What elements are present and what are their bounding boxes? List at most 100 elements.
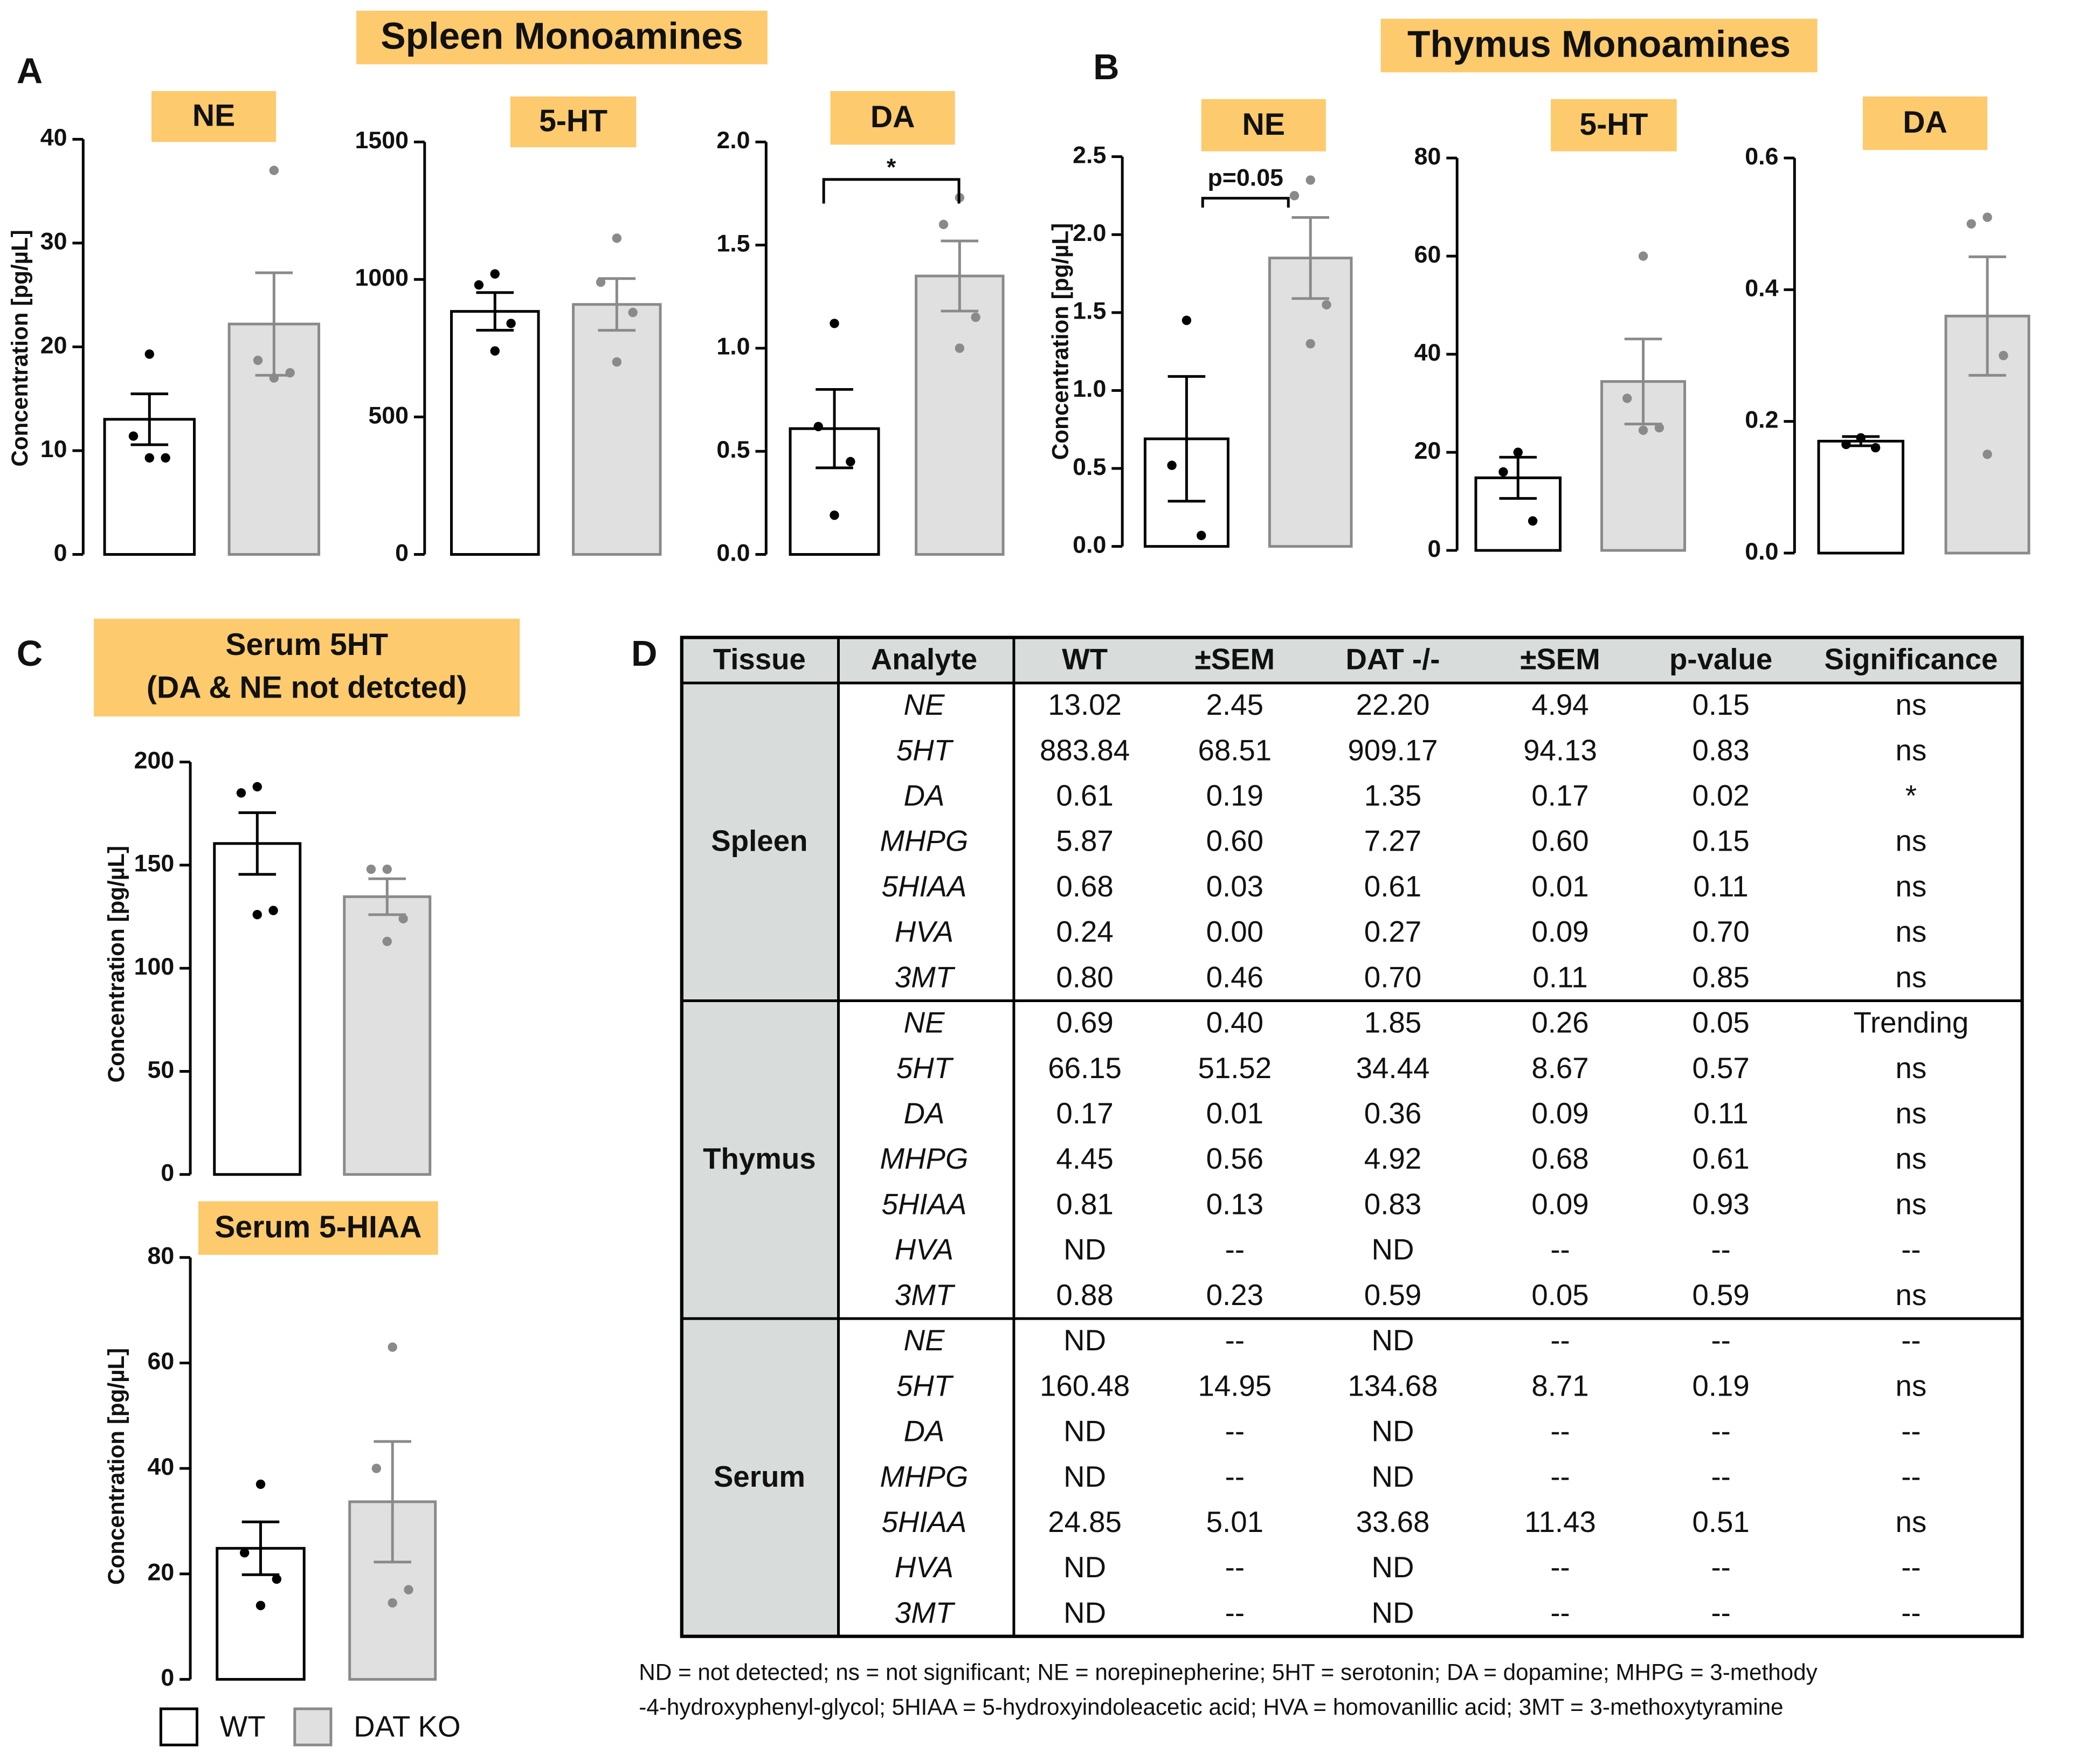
table-cell: 0.56 <box>1206 1142 1263 1175</box>
data-point <box>628 307 638 318</box>
table-cell: 0.09 <box>1531 1097 1588 1130</box>
table-cell: -- <box>1550 1233 1570 1266</box>
table-cell: 0.61 <box>1692 1142 1749 1175</box>
table-cell: ns <box>1896 1506 1927 1538</box>
table-cell: -- <box>1901 1415 1921 1448</box>
table-cell: ns <box>1896 1188 1927 1220</box>
data-point <box>1305 339 1315 349</box>
table-cell: ns <box>1896 1142 1927 1175</box>
table-cell: 134.68 <box>1348 1369 1438 1402</box>
data-point <box>366 864 376 874</box>
table-cell: ND <box>1372 1415 1414 1448</box>
table-cell: 0.11 <box>1694 870 1749 903</box>
table-cell: 0.26 <box>1531 1006 1588 1039</box>
table-cell: 0.60 <box>1531 825 1588 858</box>
table-cell: 1.85 <box>1364 1006 1421 1039</box>
table-cell: 0.46 <box>1206 961 1263 993</box>
y-tick-label: 50 <box>148 1057 175 1083</box>
data-point <box>506 319 516 328</box>
data-point <box>255 1600 266 1611</box>
table-cell: ND <box>1063 1460 1106 1493</box>
tissue-label: Spleen <box>711 825 807 858</box>
panel-label: A <box>17 51 43 91</box>
y-tick-label: 100 <box>134 954 175 980</box>
chart-title: NE <box>192 99 235 133</box>
table-cell: ND <box>1063 1324 1106 1357</box>
data-point <box>398 914 408 924</box>
analyte: MHPG <box>880 1460 969 1493</box>
table-cell: 0.09 <box>1531 915 1588 948</box>
data-point <box>612 357 622 367</box>
table-cell: 0.93 <box>1692 1188 1749 1220</box>
y-tick-label: 60 <box>148 1348 175 1375</box>
data-point <box>612 233 622 243</box>
chart-title-box <box>1201 99 1326 151</box>
table-cell: 0.05 <box>1531 1279 1588 1312</box>
data-point <box>490 269 500 279</box>
table-cell: 8.71 <box>1531 1369 1588 1402</box>
table-cell: 0.83 <box>1692 734 1749 767</box>
y-tick-label: 0.0 <box>1745 539 1778 565</box>
table-cell: 0.09 <box>1531 1188 1588 1220</box>
legend-swatch <box>293 1707 333 1747</box>
data-point <box>1305 175 1315 185</box>
table-cell: 8.67 <box>1531 1052 1588 1085</box>
table-cell: -- <box>1550 1596 1570 1629</box>
analyte: NE <box>904 688 945 721</box>
y-tick-label: 1.0 <box>716 334 750 360</box>
bar <box>1817 439 1905 555</box>
table-cell: 0.24 <box>1056 915 1113 948</box>
table-cell: -- <box>1901 1460 1921 1493</box>
table-cell: 0.17 <box>1531 779 1588 812</box>
table-cell: -- <box>1225 1460 1245 1493</box>
table-cell: -- <box>1711 1233 1730 1266</box>
table-cell: 0.68 <box>1531 1142 1588 1175</box>
table-cell: 0.81 <box>1056 1188 1113 1220</box>
table-cell: 0.00 <box>1206 915 1263 948</box>
y-tick-label: 0.0 <box>1073 532 1106 558</box>
y-tick-label: 1.5 <box>1073 298 1106 325</box>
y-tick-label: 2.0 <box>1073 220 1106 246</box>
y-tick-label: 150 <box>134 851 175 877</box>
table-cell: ns <box>1896 825 1927 858</box>
table-cell: 0.13 <box>1206 1188 1263 1220</box>
table-cell: 0.17 <box>1056 1097 1113 1130</box>
table-cell: 0.36 <box>1364 1097 1421 1130</box>
data-point <box>474 280 484 290</box>
data-point <box>269 165 279 175</box>
table-cell: ns <box>1896 915 1927 948</box>
data-point <box>596 277 606 287</box>
data-point <box>1498 467 1508 477</box>
table-cell: 0.03 <box>1206 870 1263 903</box>
table-header: p-value <box>1669 643 1772 676</box>
table-cell: ND <box>1372 1324 1414 1357</box>
table-cell: 0.59 <box>1692 1279 1749 1312</box>
table-cell: 0.40 <box>1206 1006 1263 1039</box>
y-tick-label: 0 <box>395 540 409 566</box>
bar <box>572 303 662 556</box>
legend-swatch <box>159 1707 198 1747</box>
analyte: 5HIAA <box>882 1506 967 1538</box>
chart-title-box <box>1862 96 1988 150</box>
y-tick-label: 40 <box>148 1454 175 1480</box>
analyte: MHPG <box>880 825 969 858</box>
table-cell: 2.45 <box>1206 688 1263 721</box>
chart-title-box <box>198 1201 438 1255</box>
data-point <box>1513 447 1523 457</box>
chart-title-box <box>830 91 955 145</box>
group-title: Spleen Monoamines <box>381 15 743 57</box>
data-point <box>1289 191 1300 201</box>
analyte: 5HT <box>896 1369 954 1402</box>
table-cell: 5.01 <box>1206 1506 1263 1538</box>
data-point <box>1528 516 1538 526</box>
table-cell: 160.48 <box>1040 1369 1130 1402</box>
y-tick-label: 0 <box>1428 536 1441 562</box>
table-cell: -- <box>1550 1460 1570 1493</box>
table-cell: 0.11 <box>1532 961 1587 993</box>
y-tick-label: 0.6 <box>1745 143 1778 170</box>
data-point <box>846 457 855 467</box>
data-point <box>1870 443 1881 453</box>
table-cell: ND <box>1372 1460 1414 1493</box>
bar <box>213 842 302 1176</box>
